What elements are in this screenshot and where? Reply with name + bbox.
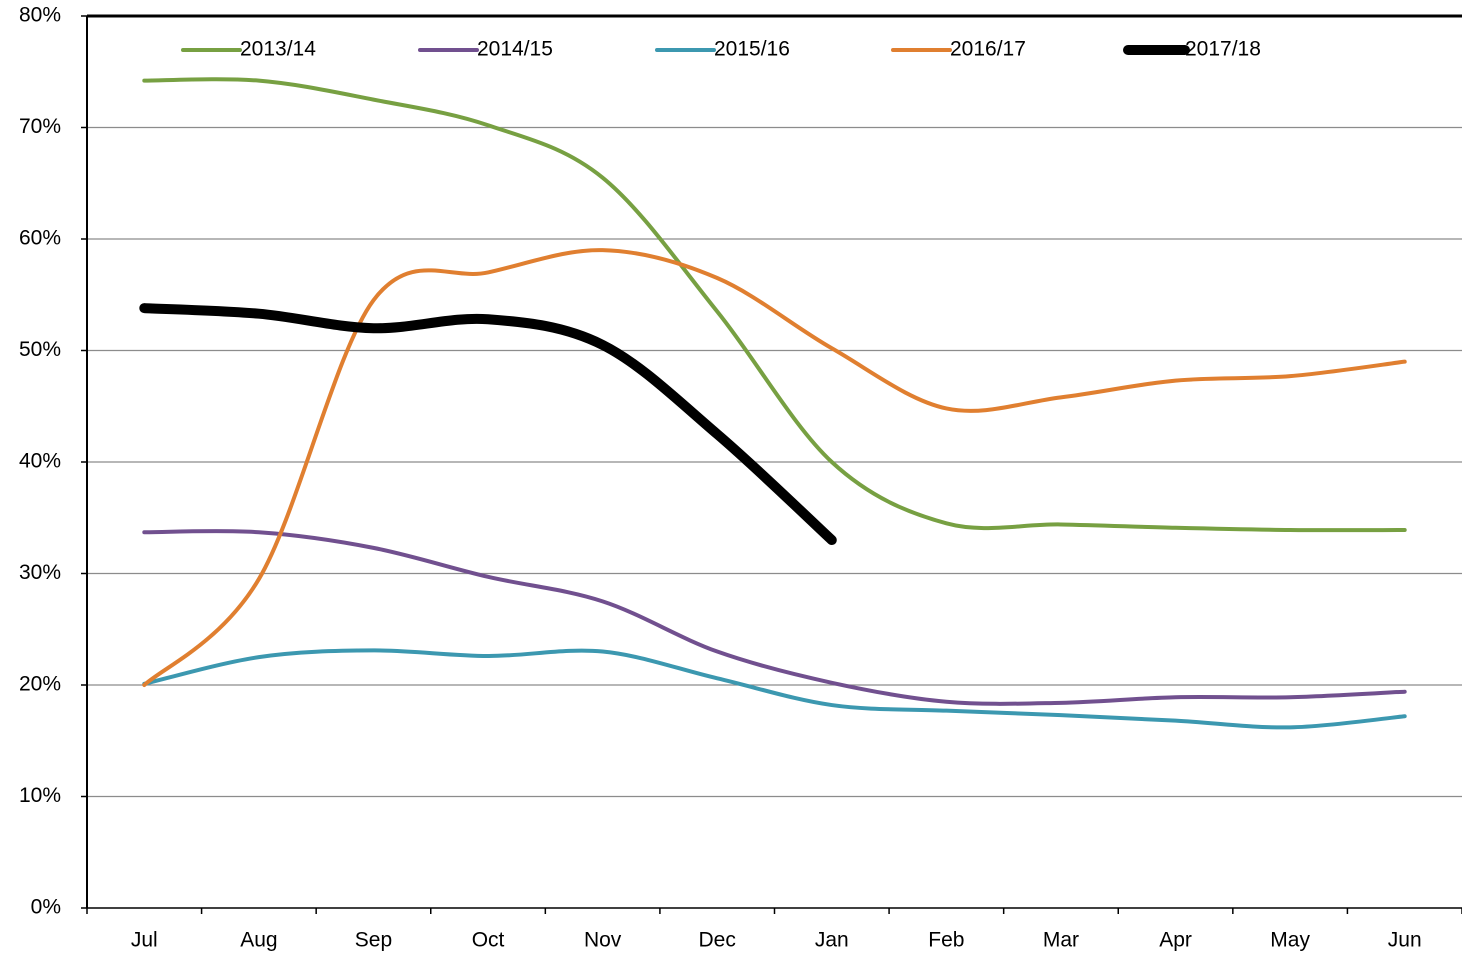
- y-tick-label: 30%: [19, 561, 61, 584]
- x-tick-label: Feb: [928, 929, 964, 952]
- y-tick-label: 40%: [19, 450, 61, 473]
- legend-label: 2016/17: [950, 38, 1026, 61]
- legend-label: 2013/14: [240, 38, 316, 61]
- x-tick-label: Jul: [131, 929, 158, 952]
- x-tick-label: Sep: [355, 929, 392, 952]
- x-tick-label: Dec: [699, 929, 736, 952]
- legend-label: 2015/16: [714, 38, 790, 61]
- y-tick-label: 50%: [19, 338, 61, 361]
- y-tick-label: 10%: [19, 784, 61, 807]
- y-tick-label: 70%: [19, 115, 61, 138]
- series-line: [142, 77, 1407, 533]
- x-tick-label: Apr: [1159, 929, 1192, 952]
- x-tick-label: Oct: [472, 929, 505, 952]
- y-tick-label: 80%: [19, 4, 61, 27]
- series-line: [142, 248, 1407, 687]
- y-tick-label: 0%: [31, 896, 61, 919]
- series-line: [139, 303, 837, 546]
- legend-label: 2014/15: [477, 38, 553, 61]
- x-tick-label: May: [1270, 929, 1310, 952]
- x-tick-label: Mar: [1043, 929, 1079, 952]
- x-tick-label: Nov: [584, 929, 622, 952]
- legend-label: 2017/18: [1185, 38, 1261, 61]
- x-tick-label: Jan: [815, 929, 849, 952]
- series-line: [142, 648, 1407, 730]
- x-tick-label: Jun: [1388, 929, 1422, 952]
- series-line: [142, 529, 1407, 706]
- x-tick-label: Aug: [240, 929, 277, 952]
- y-tick-label: 60%: [19, 227, 61, 250]
- y-tick-label: 20%: [19, 673, 61, 696]
